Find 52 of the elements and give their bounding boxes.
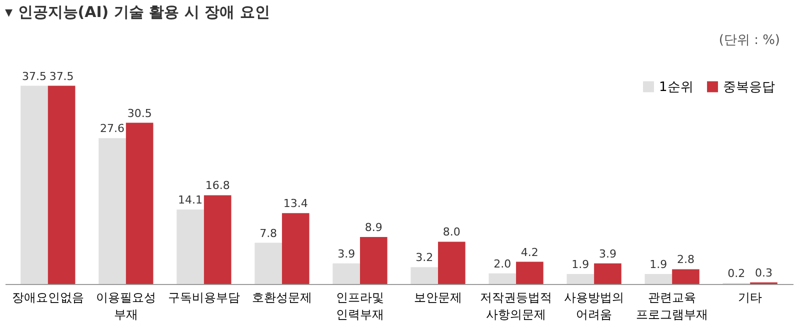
x-tick-label: 호환성문제 [252,290,312,304]
x-tick-label: 인프라및 인력부재 [336,290,384,322]
bar [594,263,622,284]
bar [254,242,282,284]
bar [48,86,76,284]
bar [98,138,126,284]
data-label: 8.9 [364,220,382,234]
bar [672,269,700,284]
chart-title: ▾ 인공지능(AI) 기술 활용 시 장애 요인 [5,3,270,21]
x-tick-label: 이용필요성 부재 [96,290,156,322]
bar [566,274,594,284]
data-label: 3.9 [598,247,616,260]
data-label: 0.2 [728,266,746,280]
data-label: 8.0 [442,226,460,239]
data-label: 37.5 [22,70,47,83]
data-label: 16.8 [205,179,230,192]
data-label: 27.6 [100,122,125,136]
data-label: 4.2 [520,246,538,259]
data-label: 30.5 [127,106,152,120]
bar [488,273,516,284]
data-label: 3.2 [416,251,434,264]
bar [360,236,388,284]
bar [126,122,154,284]
data-label: 0.3 [754,266,772,280]
bar [176,209,204,284]
x-tick-label: 보안문제 [414,290,462,304]
x-tick-label: 기타 [738,290,762,304]
data-label: 2.0 [494,257,512,270]
x-tick-label: 저작권등법적 사항의문제 [480,290,552,322]
data-label: 2.8 [676,253,694,266]
bar [410,267,438,284]
bar [644,274,672,284]
data-label: 14.1 [178,193,203,206]
data-label: 1.9 [650,258,668,271]
data-label: 3.9 [338,247,356,260]
x-tick-label: 사용방법의 어려움 [564,290,624,322]
text: (단위 : %) [718,33,780,48]
data-label: 13.4 [283,197,308,210]
bar [204,195,232,284]
legend-label: 1순위 [659,80,694,95]
bar [20,86,48,284]
data-label: 1.9 [572,258,590,271]
data-label: 7.8 [260,226,278,240]
bar [282,213,310,284]
bar [332,263,360,284]
bar [516,262,544,284]
x-tick-label: 구독비용부담 [168,290,240,304]
bar [438,242,466,284]
legend-label: 중복응답 [723,80,775,95]
data-label: 37.5 [49,70,74,83]
x-tick-label: 관련교육 프로그램부재 [636,290,708,322]
x-tick-label: 장애요인없음 [12,290,84,304]
